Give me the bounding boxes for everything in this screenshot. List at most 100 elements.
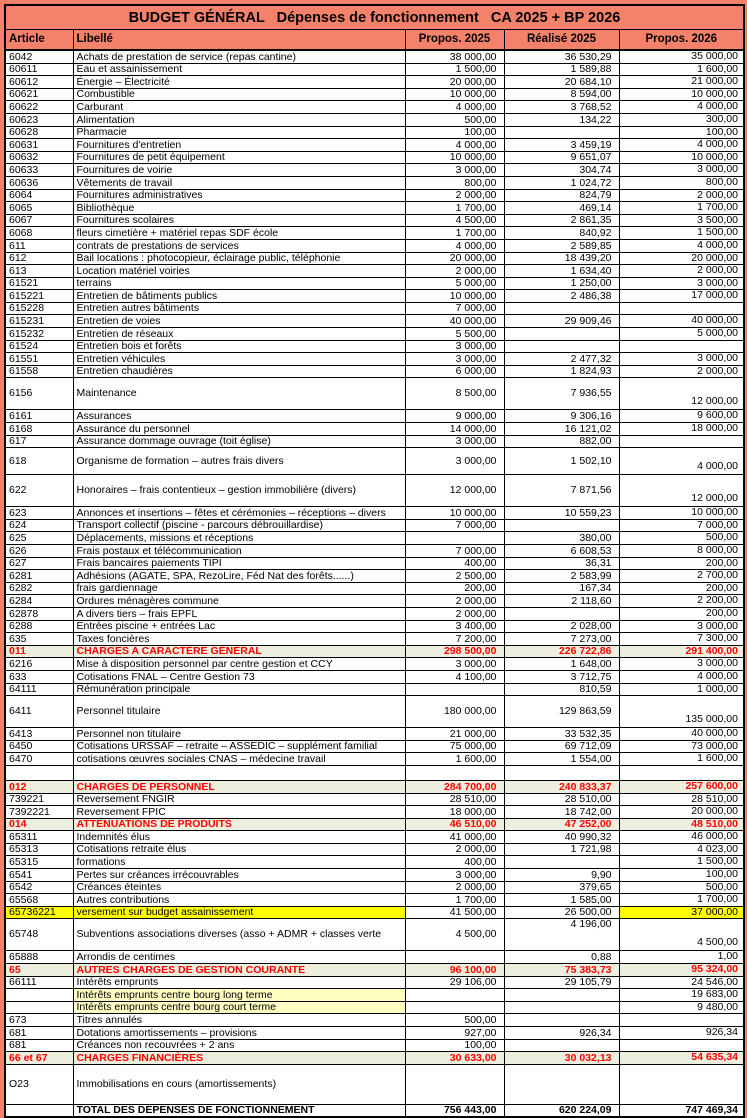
realise-2025-cell: 882,00 xyxy=(503,434,620,449)
propos-2025-cell: 400,00 xyxy=(404,556,505,571)
table-row: 615228 Entretien autres bâtiments 7 000,00 xyxy=(4,301,745,316)
article-cell: 6281 xyxy=(4,569,74,583)
propos-2026-cell: 500,00 xyxy=(618,880,745,895)
propos-2025-cell: 10 000,00 xyxy=(404,150,505,165)
propos-2025-cell: 2 000,00 xyxy=(404,188,505,203)
table-row: TOTAL DES DÉPENSES DE FONCTIONNEMENT 756 … xyxy=(4,1103,745,1118)
propos-2025-cell: 1 700,00 xyxy=(404,893,505,907)
realise-2025-cell: 2 028,00 xyxy=(503,619,620,634)
libelle-cell: Intérêts emprunts centre bourg court ter… xyxy=(72,1000,406,1015)
budget-table: BUDGET GÉNÉRAL Dépenses de fonctionnemen… xyxy=(4,4,745,1118)
propos-2025-cell: 4 100,00 xyxy=(404,669,505,684)
realise-2025-cell xyxy=(503,125,620,140)
article-cell: 65313 xyxy=(4,842,74,857)
article-cell: 61558 xyxy=(4,364,74,379)
libelle-cell: Cotisations FNAL – Centre Gestion 73 xyxy=(72,669,406,684)
realise-2025-cell: 304,74 xyxy=(503,163,620,177)
realise-2025-cell: 167,34 xyxy=(503,581,620,596)
propos-2026-cell: 95 324,00 xyxy=(618,963,745,977)
libelle-cell: Alimentation xyxy=(72,112,406,127)
table-row: 739221 Reversement FNGIR 28 510,00 28 510,0… xyxy=(4,792,745,807)
table-row: 681 Dotations amortissements – provisions… xyxy=(4,1026,745,1040)
realise-2025-cell xyxy=(503,301,620,316)
column-header-propos-2025: Propos. 2025 xyxy=(404,29,505,51)
propos-2026-cell: 1 700,00 xyxy=(618,201,745,215)
realise-2025-cell: 2 477,32 xyxy=(503,352,620,366)
article-cell: 626 xyxy=(4,544,74,558)
propos-2026-cell: 2 000,00 xyxy=(618,188,745,203)
propos-2025-cell: 10 000,00 xyxy=(404,506,505,520)
article-cell: 65568 xyxy=(4,893,74,907)
table-row: 65311 Indemnités élus 41 000,00 40 990,32 46… xyxy=(4,830,745,844)
propos-2026-cell: 24 546,00 xyxy=(618,975,745,990)
table-row: 627 Frais bancaires paiements TIPI 400,00 3… xyxy=(4,556,745,571)
article-cell: 612 xyxy=(4,251,74,266)
article-cell: 613 xyxy=(4,264,74,278)
realise-2025-cell xyxy=(503,327,620,341)
propos-2026-cell: 300,00 xyxy=(618,112,745,127)
article-cell: 7392221 xyxy=(4,805,74,819)
article-cell: 60632 xyxy=(4,150,74,165)
table-row: 6281 Adhésions (AGATE, SPA, RezoLire, Féd… xyxy=(4,569,745,583)
realise-2025-cell: 1 721,98 xyxy=(503,842,620,857)
realise-2025-cell: 0,88 xyxy=(503,950,620,965)
article-cell: 6156 xyxy=(4,377,74,411)
table-row: 65313 Cotisations retraite élus 2 000,00 1 … xyxy=(4,842,745,857)
realise-2025-cell: 2 583,99 xyxy=(503,569,620,583)
propos-2025-cell: 75 000,00 xyxy=(404,739,505,754)
propos-2026-cell: 5 000,00 xyxy=(618,327,745,341)
realise-2025-cell: 379,65 xyxy=(503,880,620,895)
article-cell: 60622 xyxy=(4,100,74,114)
libelle-cell: A divers tiers – frais EPFL xyxy=(72,606,406,621)
table-row: 6413 Personnel non titulaire 21 000,00 33 5… xyxy=(4,727,745,741)
propos-2025-cell: 4 000,00 xyxy=(404,100,505,114)
propos-2026-cell: 18 000,00 xyxy=(618,422,745,436)
propos-2025-cell: 41 500,00 xyxy=(404,905,505,920)
realise-2025-cell: 824,79 xyxy=(503,188,620,203)
realise-2025-cell xyxy=(503,1038,620,1053)
libelle-cell: Adhésions (AGATE, SPA, RezoLire, Féd Nat… xyxy=(72,569,406,583)
libelle-cell: Fournitures scolaires xyxy=(72,213,406,228)
table-row: 60621 Combustible 10 000,00 8 594,00 10 000,… xyxy=(4,87,745,102)
realise-2025-cell: 9,90 xyxy=(503,868,620,882)
libelle-cell: Transport collectif (piscine - parcours … xyxy=(72,518,406,533)
realise-2025-cell: 380,00 xyxy=(503,531,620,545)
table-row: 66111 Intérêts emprunts 29 106,00 29 105,79… xyxy=(4,975,745,990)
propos-2026-cell: 3 000,00 xyxy=(618,276,745,291)
propos-2025-cell: 284 700,00 xyxy=(404,779,505,794)
libelle-cell: CHARGES DE PERSONNEL xyxy=(72,779,406,794)
propos-2026-cell xyxy=(618,1038,745,1053)
page-title: BUDGET GÉNÉRAL Dépenses de fonctionnemen… xyxy=(4,4,745,30)
propos-2025-cell: 800,00 xyxy=(404,175,505,190)
article-cell: 014 xyxy=(4,817,74,832)
realise-2025-cell: 18 742,00 xyxy=(503,805,620,819)
table-row: 014 ATTENUATIONS DE PRODUITS 46 510,00 47 2… xyxy=(4,817,745,832)
propos-2025-cell: 38 000,00 xyxy=(404,49,505,64)
article-cell: 635 xyxy=(4,632,74,646)
realise-2025-cell: 29 105,79 xyxy=(503,975,620,990)
propos-2025-cell: 5 500,00 xyxy=(404,327,505,341)
article-cell: 60633 xyxy=(4,163,74,177)
libelle-cell: Reversement FPIC xyxy=(72,805,406,819)
article-cell: 6065 xyxy=(4,201,74,215)
article-cell: 6413 xyxy=(4,727,74,741)
libelle-cell: versement sur budget assainissement xyxy=(72,905,406,920)
article-cell: 65736221 xyxy=(4,905,74,920)
propos-2025-cell: 3 000,00 xyxy=(404,352,505,366)
propos-2025-cell: 8 500,00 xyxy=(404,377,505,411)
propos-2025-cell: 500,00 xyxy=(404,1013,505,1027)
propos-2025-cell: 7 000,00 xyxy=(404,544,505,558)
table-row: 635 Taxes foncières 7 200,00 7 273,00 7 300,… xyxy=(4,632,745,646)
propos-2025-cell: 30 633,00 xyxy=(404,1051,505,1065)
article-cell: 6067 xyxy=(4,213,74,228)
realise-2025-cell: 47 252,00 xyxy=(503,817,620,832)
libelle-cell: Location matériel voiries xyxy=(72,264,406,278)
libelle-cell: Entretien autres bâtiments xyxy=(72,301,406,316)
realise-2025-cell: 18 439,20 xyxy=(503,251,620,266)
propos-2025-cell: 7 000,00 xyxy=(404,301,505,316)
article-cell: 011 xyxy=(4,644,74,659)
propos-2026-cell xyxy=(618,1063,745,1105)
realise-2025-cell: 4 196,00 xyxy=(503,918,620,952)
table-row: 6541 Pertes sur créances irrécouvrables 3 … xyxy=(4,868,745,882)
